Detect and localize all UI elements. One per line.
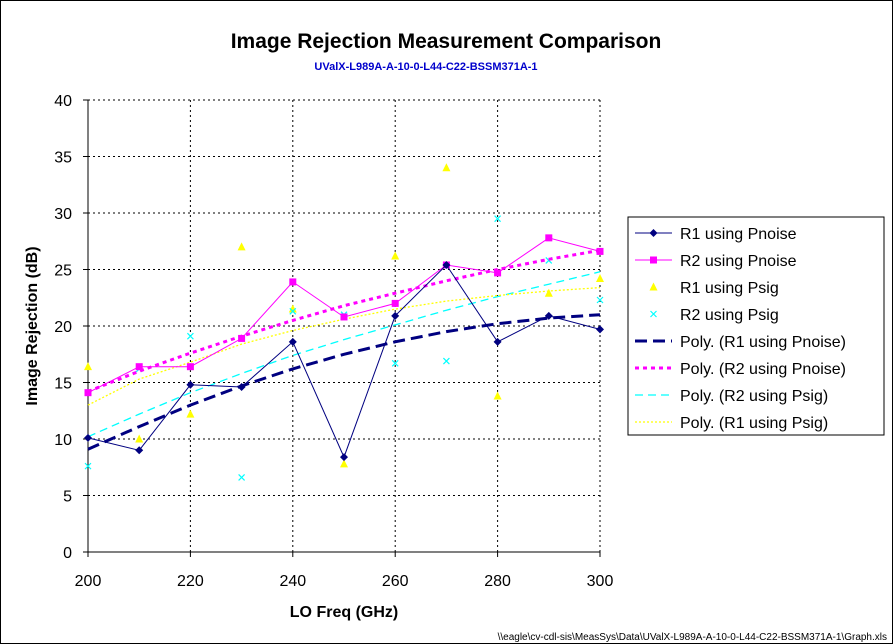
data-point-r1-using-pnoise <box>340 453 348 462</box>
legend-swatch-marker <box>649 229 658 237</box>
legend-label: R1 using Psig <box>680 280 779 297</box>
file-path-footer: \\eagle\cv-cdl-sis\MeasSys\Data\UValX-L9… <box>498 632 887 643</box>
data-point-r2-using-pnoise <box>391 299 399 307</box>
series-5 <box>87 248 601 393</box>
chart-subtitle: UValX-L989A-A-10-0-L44-C22-BSSM371A-1 <box>314 61 537 73</box>
chart-title: Image Rejection Measurement Comparison <box>231 30 662 53</box>
legend-item: Poly. (R2 using Pnoise) <box>635 361 846 378</box>
legend-item: Poly. (R1 using Psig) <box>635 415 828 432</box>
trendline-poly-r1-using-psig <box>87 286 601 406</box>
data-point-r2-using-psig <box>493 391 502 400</box>
legend-item: R1 using Pnoise <box>635 226 797 243</box>
data-point-r2-using-pnoise <box>494 269 502 277</box>
series-4 <box>87 313 601 451</box>
data-point-r1-using-pnoise <box>84 433 92 442</box>
data-point-r2-using-psig <box>237 242 246 251</box>
data-point-r2-using-pnoise <box>238 334 246 342</box>
data-point-r2-using-psig <box>596 296 604 304</box>
y-tick-label: 10 <box>54 432 72 449</box>
data-point-r2-using-psig <box>186 332 194 340</box>
x-tick-label: 200 <box>75 573 102 590</box>
data-point-r2-using-pnoise <box>84 389 92 397</box>
grid-lines <box>88 99 601 552</box>
data-point-r2-using-psig <box>238 473 246 481</box>
data-point-r2-using-pnoise <box>596 247 604 255</box>
legend-item: Poly. (R2 using Psig) <box>635 388 828 405</box>
legend-item: R1 using Psig <box>649 280 779 297</box>
data-point-r2-using-psig <box>288 304 297 313</box>
series-2 <box>84 163 604 468</box>
y-tick-label: 30 <box>54 206 72 223</box>
data-point-r2-using-psig <box>289 307 297 315</box>
legend-item: Poly. (R1 using Pnoise) <box>635 334 846 351</box>
data-point-r2-using-psig <box>596 274 604 283</box>
legend: R1 using Pnoise R2 using Pnoise R1 using P… <box>627 216 885 436</box>
data-point-r2-using-psig <box>494 215 502 223</box>
data-point-r1-using-pnoise <box>135 446 144 455</box>
legend-label: Poly. (R2 using Psig) <box>680 388 828 405</box>
data-point-r2-using-pnoise <box>135 363 143 371</box>
data-point-r2-using-psig <box>84 462 92 470</box>
legend-label: Poly. (R1 using Pnoise) <box>680 334 846 351</box>
data-point-r2-using-pnoise <box>545 234 553 242</box>
series-0 <box>84 260 604 462</box>
legend-swatch-marker <box>650 310 657 318</box>
tick-labels: 0 5 10 15 20 25 30 35 40 200 220 240 260 280 300 <box>54 93 613 590</box>
y-tick-label: 5 <box>63 489 72 506</box>
data-point-r1-using-pnoise <box>186 380 195 389</box>
data-point-r2-using-psig <box>186 409 195 418</box>
legend-swatch-marker <box>649 282 658 291</box>
x-axis-title: LO Freq (GHz) <box>290 604 398 621</box>
data-point-r2-using-pnoise <box>289 278 297 286</box>
data-point-r2-using-psig <box>391 359 399 367</box>
data-point-r1-using-pnoise <box>237 383 246 392</box>
x-tick-label: 280 <box>484 573 511 590</box>
y-tick-label: 40 <box>54 93 72 110</box>
data-point-r1-using-pnoise <box>596 325 604 334</box>
data-point-r2-using-psig <box>84 362 92 371</box>
series-3 <box>84 215 604 481</box>
x-tick-label: 300 <box>587 573 614 590</box>
legend-label: Poly. (R2 using Pnoise) <box>680 361 846 378</box>
axes <box>83 99 601 557</box>
data-point-r2-using-pnoise <box>186 363 194 371</box>
series-layer <box>84 163 604 481</box>
y-tick-label: 35 <box>54 150 72 167</box>
legend-label: R2 using Psig <box>680 307 779 324</box>
data-point-r1-using-pnoise <box>544 311 553 320</box>
y-axis-title: Image Rejection (dB) <box>24 246 41 405</box>
x-tick-label: 220 <box>177 573 204 590</box>
data-point-r1-using-pnoise <box>288 337 297 346</box>
legend-label: R1 using Pnoise <box>680 226 797 243</box>
data-point-r2-using-psig <box>442 357 450 365</box>
x-tick-label: 260 <box>382 573 409 590</box>
y-tick-label: 20 <box>54 319 72 336</box>
y-tick-label: 15 <box>54 376 72 393</box>
series-7 <box>87 286 601 406</box>
legend-box <box>627 216 885 436</box>
data-point-r2-using-psig <box>391 251 400 260</box>
legend-item: R2 using Psig <box>650 307 779 324</box>
legend-label: Poly. (R1 using Psig) <box>680 415 828 432</box>
trendline-poly-r1-using-pnoise <box>87 313 601 451</box>
legend-label: R2 using Pnoise <box>680 253 797 270</box>
series-6 <box>87 271 601 438</box>
data-point-r1-using-pnoise <box>493 337 502 346</box>
x-tick-label: 240 <box>279 573 306 590</box>
data-point-r2-using-psig <box>135 434 144 443</box>
y-tick-label: 0 <box>63 545 72 562</box>
y-tick-label: 25 <box>54 263 72 280</box>
data-point-r1-using-pnoise <box>391 311 400 320</box>
trendline-poly-r2-using-psig <box>87 271 601 438</box>
data-point-r2-using-pnoise <box>340 313 348 321</box>
legend-item: R2 using Pnoise <box>635 253 797 270</box>
trendline-poly-r2-using-pnoise <box>87 248 601 393</box>
data-point-r2-using-psig <box>544 288 553 297</box>
data-point-r2-using-psig <box>340 459 348 468</box>
legend-swatch-marker <box>650 256 657 264</box>
data-point-r2-using-psig <box>442 163 451 172</box>
data-point-r1-using-pnoise <box>442 260 451 269</box>
